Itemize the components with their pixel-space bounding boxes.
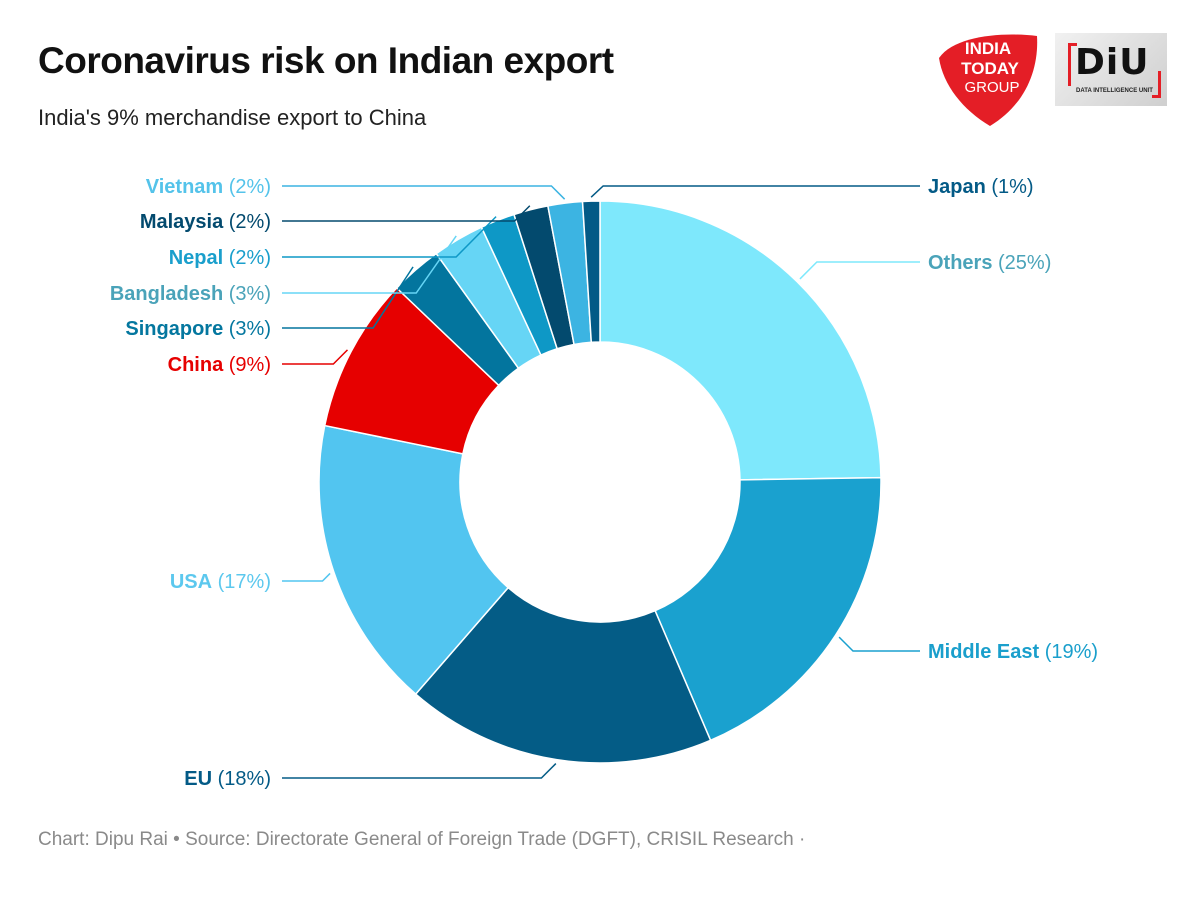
donut-slice-japan [581, 200, 601, 344]
diu-logo-mark: DiU [1075, 42, 1150, 83]
chart-title: Coronavirus risk on Indian export [38, 40, 614, 81]
leader-line-eu [282, 763, 557, 779]
diu-logo: DiU DATA INTELLIGENCE UNIT [1055, 33, 1167, 106]
diu-logo-tagline: DATA INTELLIGENCE UNIT [1076, 88, 1153, 94]
logo-word-group: GROUP [964, 79, 1019, 96]
slice-label-bangladesh: Bangladesh (3%) [110, 283, 271, 305]
chart-subtitle: India's 9% merchandise export to China [38, 105, 427, 130]
india-today-group-logo: INDIA TODAY GROUP [939, 34, 1038, 126]
leader-line-others [799, 261, 920, 280]
slice-label-usa: USA (17%) [170, 571, 271, 593]
leader-line-usa [282, 572, 331, 582]
slice-label-vietnam: Vietnam (2%) [146, 176, 271, 198]
leader-line-nepal [282, 216, 497, 258]
leader-line-singapore [282, 266, 414, 329]
donut-slice-others [599, 200, 882, 481]
slice-label-others: Others (25%) [928, 252, 1051, 274]
slice-label-china: China (9%) [168, 354, 271, 376]
diu-corner-mark [1152, 71, 1161, 98]
leader-line-malaysia [282, 205, 531, 222]
leader-line-china [282, 349, 349, 365]
logo-word-india: INDIA [965, 39, 1011, 58]
slice-label-japan: Japan (1%) [928, 176, 1034, 198]
donut-slice-eu [414, 586, 712, 764]
chart-source-footer: Chart: Dipu Rai • Source: Directorate Ge… [38, 829, 806, 850]
leader-line-vietnam [282, 185, 566, 200]
donut-slice-usa [318, 424, 510, 696]
slice-label-singapore: Singapore (3%) [125, 318, 271, 340]
leader-line-bangladesh [282, 235, 457, 294]
slice-label-nepal: Nepal (2%) [169, 247, 271, 269]
donut-slice-middle-east [654, 476, 882, 742]
slice-label-middle-east: Middle East (19%) [928, 641, 1098, 663]
diu-corner-mark [1068, 43, 1077, 86]
leader-line-middle-east [838, 636, 920, 652]
logo-word-today: TODAY [961, 59, 1019, 78]
slice-label-malaysia: Malaysia (2%) [140, 211, 271, 233]
leader-line-japan [590, 185, 920, 198]
slice-label-eu: EU (18%) [184, 768, 271, 790]
